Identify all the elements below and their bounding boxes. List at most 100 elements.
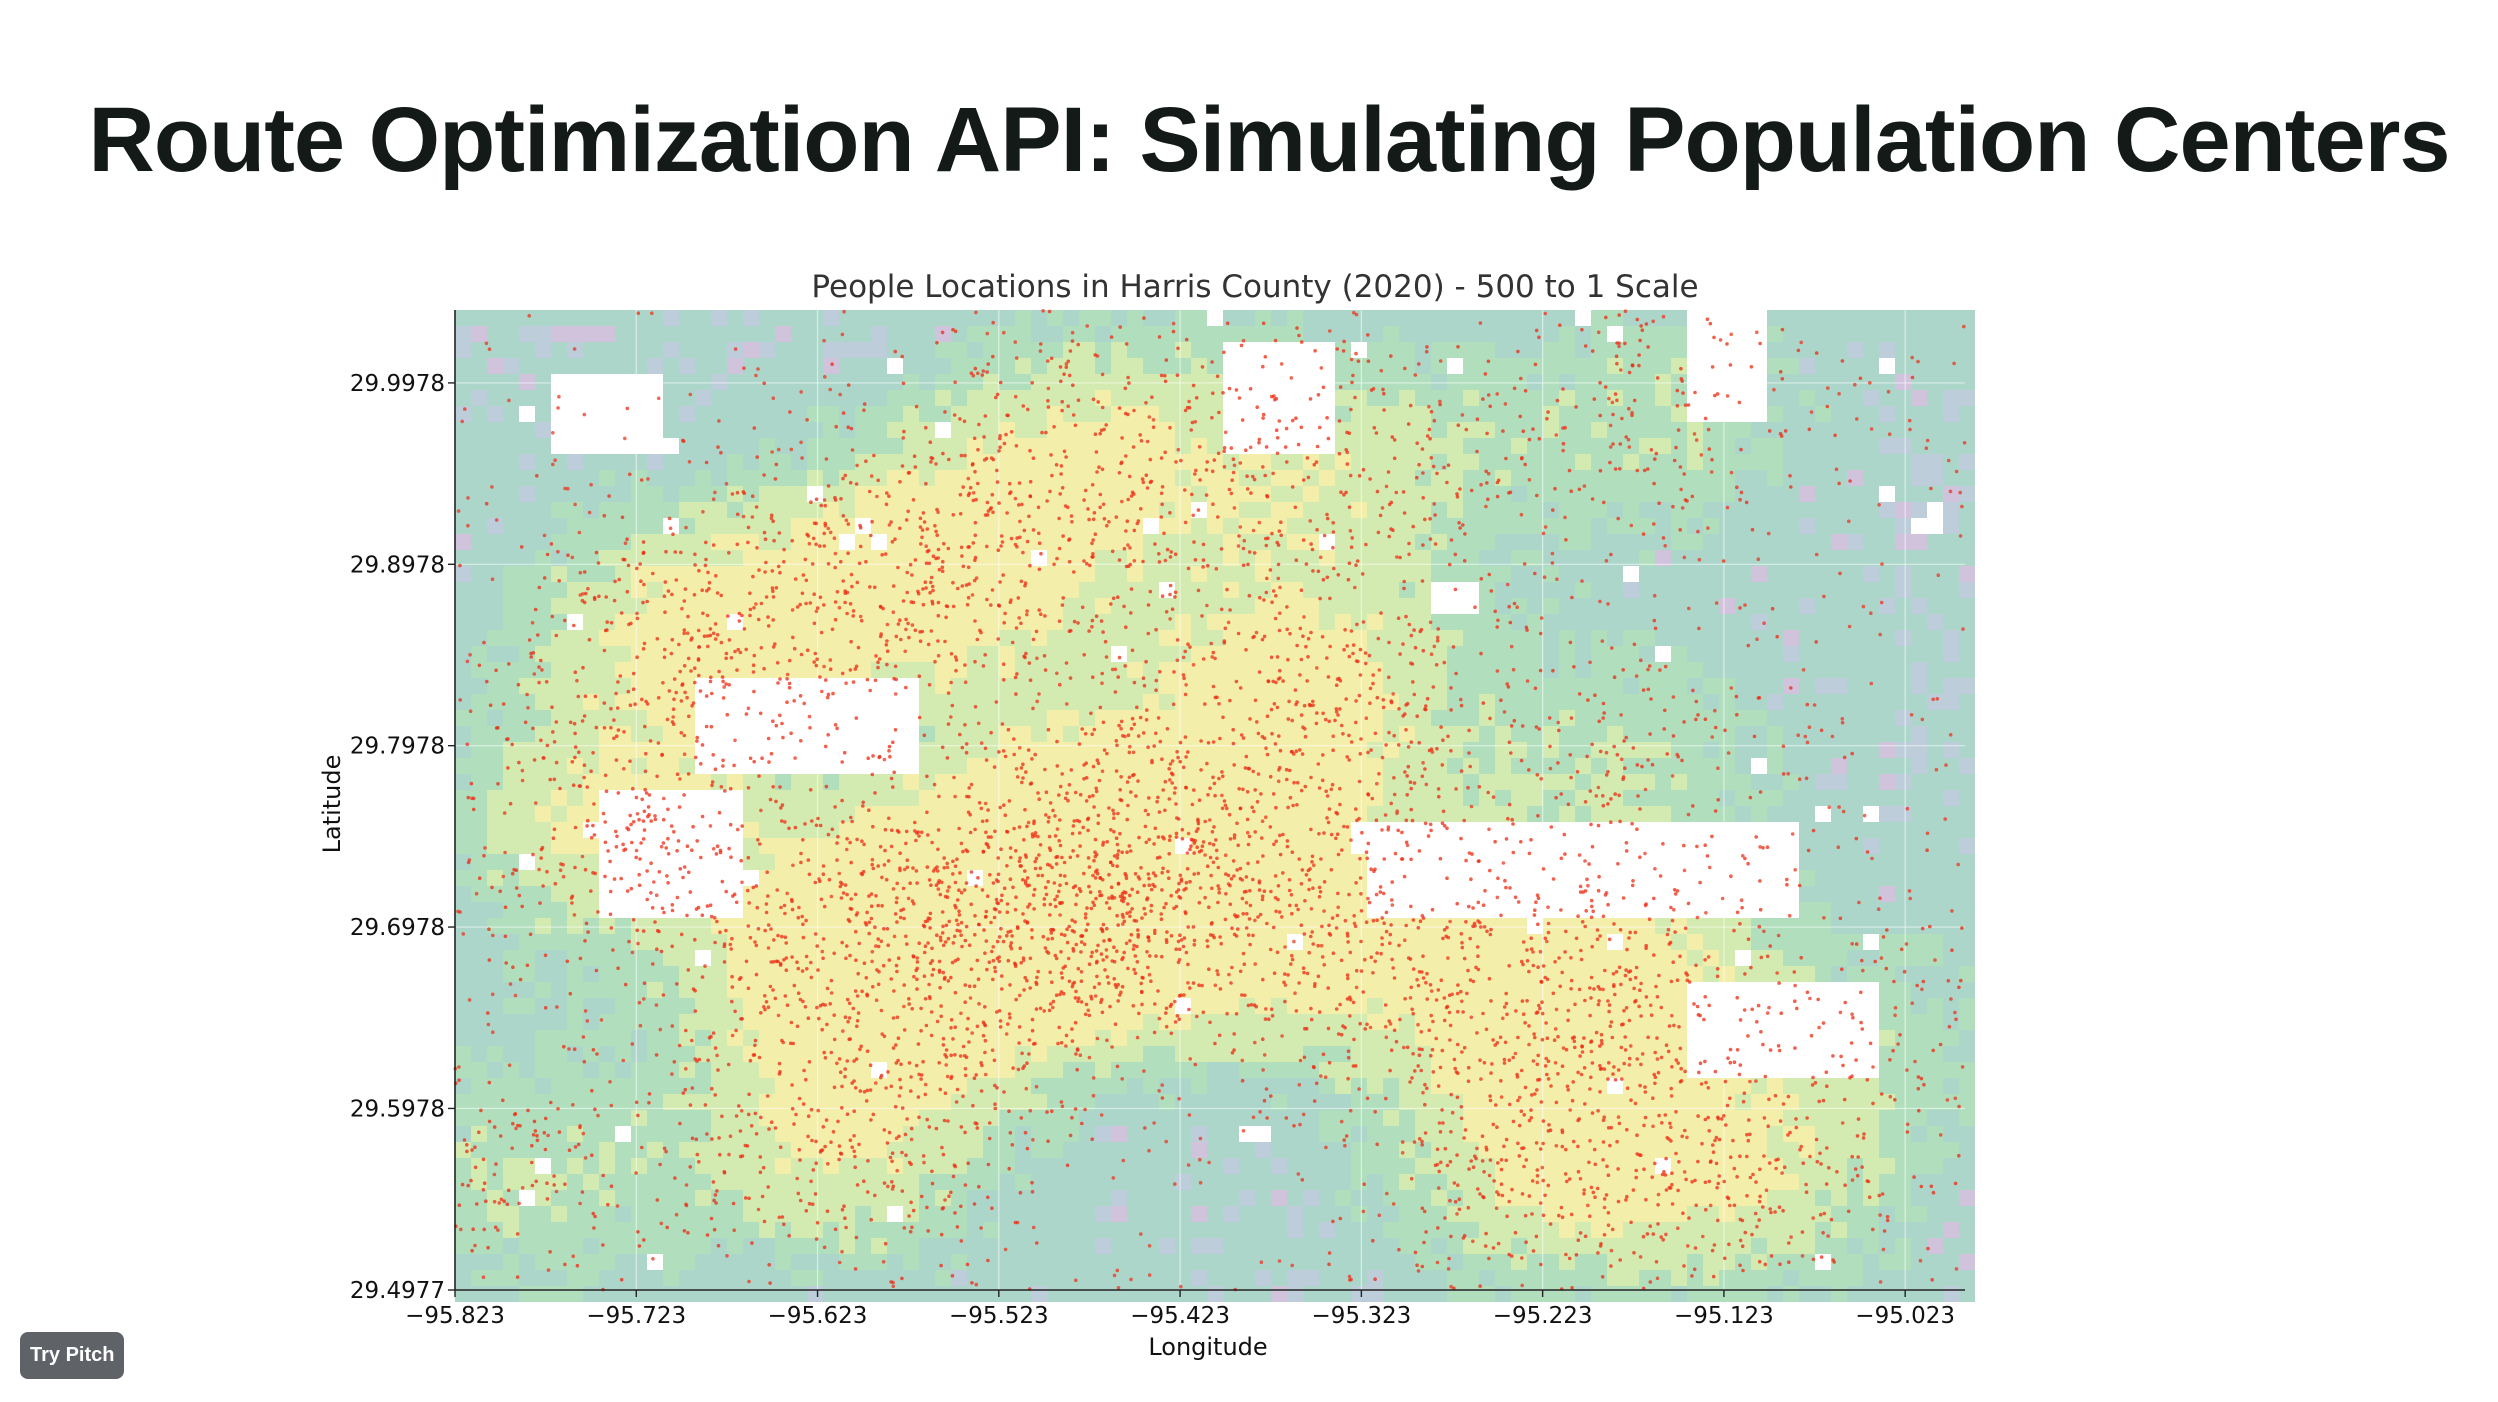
heat-cell	[967, 966, 983, 982]
heat-cell	[1559, 374, 1575, 390]
heat-cell	[967, 1126, 983, 1142]
heat-cell	[1927, 1174, 1943, 1190]
heat-cell	[535, 998, 551, 1014]
heat-cell	[807, 966, 823, 982]
heat-cell	[1655, 678, 1671, 694]
heat-cell	[1927, 982, 1943, 998]
heat-cell	[951, 1190, 967, 1206]
heat-cell	[1095, 1078, 1111, 1094]
heat-cell	[1799, 518, 1815, 534]
heat-cell	[615, 1014, 631, 1030]
heat-cell	[711, 1094, 727, 1110]
heat-cell	[1879, 502, 1895, 518]
heat-cell	[1351, 662, 1367, 678]
heat-cell	[951, 406, 967, 422]
heat-cell	[1527, 966, 1543, 982]
heat-cell	[487, 390, 503, 406]
heat-cell	[615, 710, 631, 726]
heat-cell	[1543, 998, 1559, 1014]
heat-cell	[663, 1190, 679, 1206]
heat-cell	[487, 310, 503, 326]
heat-cell	[1031, 1222, 1047, 1238]
heat-cell	[1959, 966, 1975, 982]
heat-cell	[1239, 518, 1255, 534]
heat-cell	[647, 966, 663, 982]
heat-cell	[1271, 758, 1287, 774]
heat-cell	[1271, 326, 1287, 342]
heat-cell	[567, 358, 583, 374]
heat-cell	[1511, 598, 1527, 614]
heat-cell	[775, 534, 791, 550]
heat-cell	[679, 310, 695, 326]
heat-cell	[1047, 918, 1063, 934]
heat-cell	[967, 1158, 983, 1174]
heat-cell	[1591, 950, 1607, 966]
heat-cell	[1927, 678, 1943, 694]
heat-cell	[967, 1046, 983, 1062]
heat-cell	[1431, 566, 1447, 582]
heat-cell	[583, 630, 599, 646]
heat-cell	[1319, 854, 1335, 870]
heat-cell	[1383, 486, 1399, 502]
heat-cell	[1143, 998, 1159, 1014]
heat-cell	[1607, 742, 1623, 758]
heat-cell	[1383, 662, 1399, 678]
heat-cell	[1815, 918, 1831, 934]
heat-cell	[1063, 710, 1079, 726]
heat-cell	[1751, 694, 1767, 710]
heat-cell	[1383, 1094, 1399, 1110]
heat-cell	[1623, 582, 1639, 598]
heat-cell	[1783, 966, 1799, 982]
heat-cell	[823, 1126, 839, 1142]
heat-cell	[583, 1014, 599, 1030]
heat-cell	[1655, 790, 1671, 806]
heat-cell	[1287, 918, 1303, 934]
heat-cell	[1911, 1030, 1927, 1046]
heat-cell	[1303, 774, 1319, 790]
heat-cell	[1063, 582, 1079, 598]
heat-cell	[1399, 1078, 1415, 1094]
heat-cell	[1495, 534, 1511, 550]
heat-cell	[1815, 1078, 1831, 1094]
heat-cell	[567, 838, 583, 854]
heat-cell	[855, 310, 871, 326]
heat-cell	[1239, 950, 1255, 966]
heat-cell	[743, 662, 759, 678]
heat-cell	[743, 598, 759, 614]
heat-cell	[1463, 614, 1479, 630]
heat-cell	[1671, 1030, 1687, 1046]
heat-cell	[1751, 614, 1767, 630]
heat-cell	[1223, 710, 1239, 726]
heat-cell	[567, 454, 583, 470]
heat-cell	[1031, 406, 1047, 422]
heat-cell	[807, 1078, 823, 1094]
heat-cell	[1767, 454, 1783, 470]
heat-cell	[919, 630, 935, 646]
heat-cell	[1719, 806, 1735, 822]
heat-cell	[1271, 566, 1287, 582]
heat-cell	[1927, 326, 1943, 342]
heat-cell	[1287, 1222, 1303, 1238]
heat-cell	[1895, 422, 1911, 438]
heat-cell	[1287, 646, 1303, 662]
heat-cell	[903, 854, 919, 870]
heat-cell	[1719, 598, 1735, 614]
heat-cell	[519, 582, 535, 598]
heat-cell	[1159, 1206, 1175, 1222]
heat-cell	[519, 1030, 535, 1046]
heat-cell	[1735, 790, 1751, 806]
heat-cell	[1687, 422, 1703, 438]
heat-cell	[743, 838, 759, 854]
heat-cell	[599, 454, 615, 470]
heat-cell	[1079, 694, 1095, 710]
heat-cell	[1335, 1174, 1351, 1190]
heat-cell	[1271, 1046, 1287, 1062]
heat-cell	[1047, 518, 1063, 534]
heat-cell	[791, 790, 807, 806]
heat-cell	[1799, 678, 1815, 694]
heat-cell	[567, 790, 583, 806]
heat-cell	[551, 310, 567, 326]
heat-cell	[1159, 1094, 1175, 1110]
heat-cell	[1047, 758, 1063, 774]
heat-cell	[647, 550, 663, 566]
